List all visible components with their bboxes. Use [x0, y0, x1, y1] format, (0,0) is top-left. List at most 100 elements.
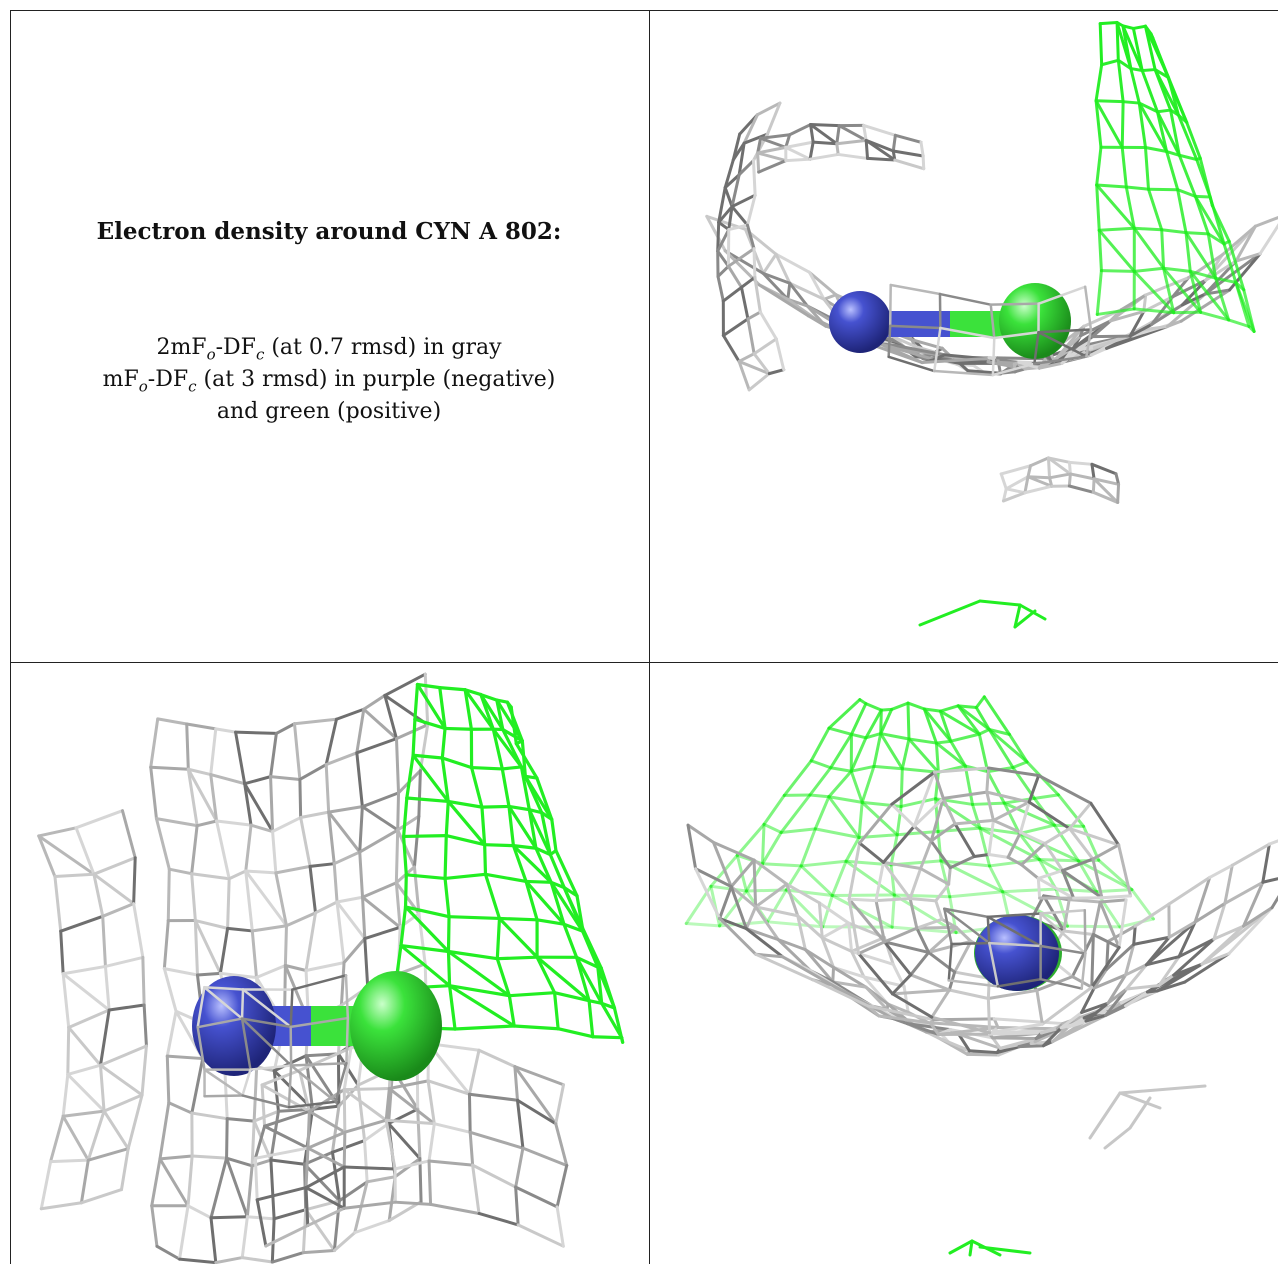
mesh-segment — [1001, 887, 1058, 894]
mesh-segment — [306, 1146, 346, 1169]
mesh-segment — [1124, 942, 1136, 977]
mesh-segment — [988, 941, 1042, 948]
mesh-segment — [195, 971, 222, 977]
mesh-segment — [1177, 920, 1197, 959]
mesh-segment — [1242, 906, 1274, 928]
mesh-segment — [784, 888, 834, 897]
mesh-segment — [306, 1109, 311, 1150]
mesh-segment — [989, 303, 996, 340]
mesh-segment — [1227, 906, 1274, 956]
mesh-segment — [301, 1249, 336, 1255]
mesh-segment — [1004, 487, 1027, 495]
mesh-segment — [874, 860, 885, 903]
mesh-segment — [209, 1156, 229, 1220]
mesh-segment — [447, 984, 511, 998]
mesh-segment — [723, 249, 765, 275]
mesh-segment — [987, 852, 1010, 859]
mesh-segment — [1097, 858, 1134, 892]
mesh-segment — [726, 247, 756, 268]
mesh-segment — [402, 834, 408, 877]
mesh-segment — [986, 912, 1042, 919]
mesh-segment — [761, 271, 790, 301]
mesh-segment — [881, 824, 916, 864]
mesh-segment — [1116, 58, 1125, 104]
mesh-segment — [1206, 232, 1218, 280]
mesh-segment — [968, 1239, 974, 1257]
mesh-segment — [218, 926, 230, 975]
mesh-segment — [467, 1048, 481, 1096]
mesh-segment — [511, 844, 528, 884]
left-border — [10, 10, 11, 1264]
mesh-segment — [196, 985, 206, 1029]
mesh-segment — [334, 1062, 348, 1103]
mesh-segment — [1091, 857, 1104, 900]
mesh-segment — [978, 826, 1021, 836]
mesh-segment — [149, 765, 158, 821]
mesh-segment — [938, 709, 953, 743]
mesh-segment — [739, 275, 757, 289]
mesh-segment — [140, 1044, 148, 1097]
mesh-segment — [412, 814, 421, 869]
mesh-segment — [1121, 100, 1141, 105]
mesh-segment — [809, 123, 839, 146]
mesh-segment — [737, 159, 755, 177]
mesh-segment — [744, 905, 758, 931]
mesh-segment — [864, 985, 889, 1011]
mesh-segment — [446, 799, 487, 847]
mesh-segment — [985, 790, 995, 822]
mesh-segment — [37, 834, 96, 876]
mesh-segment — [384, 1087, 391, 1122]
mesh-segment — [501, 727, 524, 769]
mesh-segment — [891, 1016, 941, 1036]
caption-cell: Electron density around CYN A 802: 2mFo-… — [10, 10, 648, 662]
mesh-segment — [829, 766, 853, 773]
mesh-segment — [1165, 319, 1183, 329]
mesh-segment — [1036, 869, 1065, 880]
mesh-segment — [933, 369, 995, 377]
nitrogen-atom — [192, 976, 276, 1076]
mesh-segment — [747, 372, 771, 392]
mesh-segment — [807, 270, 838, 297]
mesh-segment — [384, 1118, 397, 1171]
mesh-segment — [1128, 322, 1154, 338]
mesh-segment — [949, 732, 981, 743]
mesh-segment — [729, 858, 756, 889]
mesh-segment — [934, 882, 951, 903]
mesh-segment — [1120, 100, 1125, 149]
mesh-segment — [1023, 475, 1030, 495]
mesh-segment — [516, 1223, 565, 1248]
mesh-segment — [1157, 973, 1176, 987]
mesh-segment — [987, 727, 1015, 770]
mesh-segment — [120, 1147, 130, 1192]
mesh-segment — [270, 1217, 276, 1264]
mesh-segment — [155, 1244, 182, 1261]
mesh-segment — [1017, 832, 1041, 861]
mesh-segment — [209, 773, 219, 823]
mesh-segment — [1091, 490, 1120, 504]
mesh-segment — [809, 726, 831, 763]
mesh-segment — [552, 991, 560, 1031]
mesh-segment — [774, 252, 811, 274]
mesh-segment — [1094, 99, 1125, 104]
mesh-segment — [154, 817, 199, 828]
mesh-segment — [1230, 842, 1271, 867]
mesh-segment — [754, 882, 789, 909]
mesh-segment — [446, 915, 451, 954]
mesh-segment — [332, 862, 339, 904]
mesh-segment — [974, 695, 986, 710]
mesh-segment — [1124, 990, 1149, 1008]
mesh-segment — [847, 897, 887, 944]
mesh-segment — [513, 1065, 566, 1087]
mesh-segment — [930, 988, 951, 1019]
mesh-segment — [908, 867, 923, 901]
mesh-segment — [440, 726, 447, 760]
mesh-segment — [574, 955, 604, 1005]
mesh-segment — [1115, 20, 1120, 62]
mesh-segment — [1042, 1040, 1055, 1048]
mesh-segment — [1083, 909, 1087, 955]
mesh-segment — [292, 722, 302, 781]
mesh-segment — [1242, 880, 1265, 928]
mesh-segment — [879, 732, 911, 741]
mesh-segment — [209, 1215, 249, 1220]
mesh-segment — [953, 822, 976, 858]
